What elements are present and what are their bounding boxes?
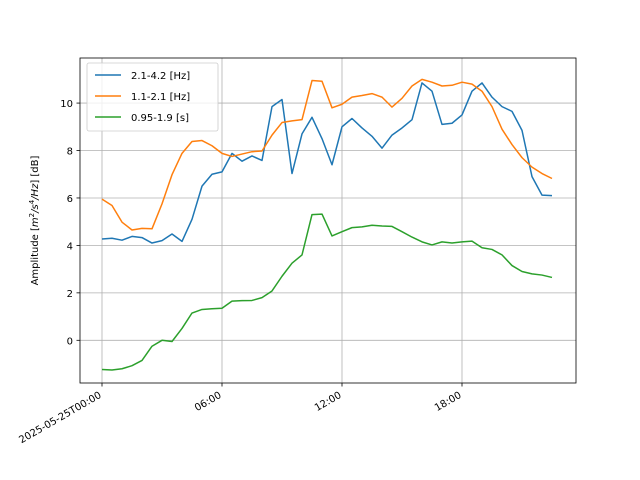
axis-ticks: 0 2 4 6 8 10 2025-05-25T00:00 06:00 12:00 18:00 [17, 99, 463, 446]
legend-box [86, 62, 219, 132]
legend-label: 0.95-1.9 [s] [131, 113, 189, 124]
series-line-2 [101, 78, 553, 231]
x-tick-label: 2025-05-25T00:00 [17, 390, 103, 446]
y-tick-label: 2 [67, 289, 73, 300]
series-lines [101, 78, 553, 371]
y-axis-label: Amplitude [m2/s4/Hz] [dB] [28, 155, 41, 285]
plot-frame [79, 57, 577, 384]
y-tick-label: 0 [67, 336, 73, 347]
y-tick-label: 6 [67, 194, 73, 205]
legend-label: 1.1-2.1 [Hz] [131, 92, 190, 103]
legend-items: 2.1-4.2 [Hz] 1.1-2.1 [Hz] 0.95-1.9 [s] [95, 71, 190, 124]
y-tick-label: 10 [60, 99, 73, 110]
series-line-3 [101, 213, 553, 371]
x-tick-label: 18:00 [433, 390, 463, 414]
legend: 2.1-4.2 [Hz] 1.1-2.1 [Hz] 0.95-1.9 [s] [86, 62, 219, 132]
x-tick-label: 06:00 [193, 390, 223, 414]
y-tick-label: 8 [67, 147, 73, 158]
x-tick-label: 12:00 [313, 390, 343, 414]
legend-label: 2.1-4.2 [Hz] [131, 71, 190, 82]
y-tick-label: 4 [67, 241, 73, 252]
